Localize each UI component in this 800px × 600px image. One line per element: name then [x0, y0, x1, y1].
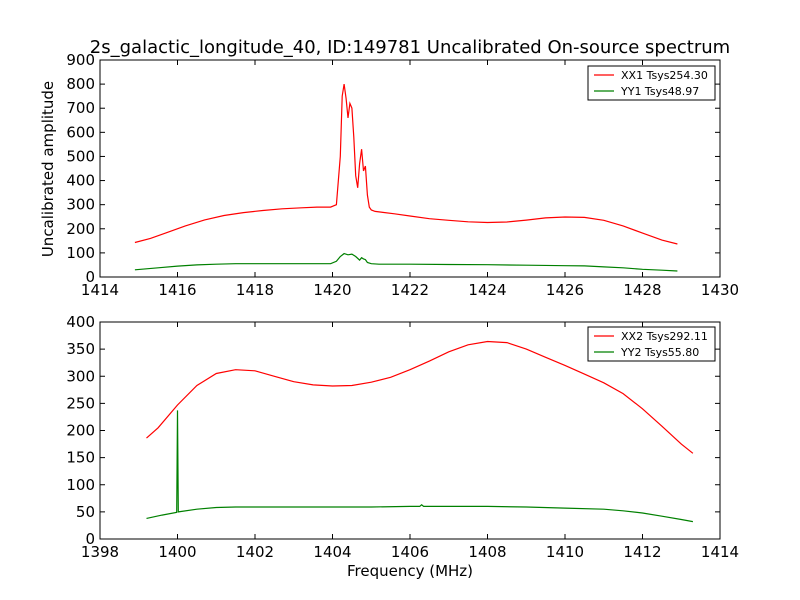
legend: XX1 Tsys254.30 YY1 Tsys48.97 [587, 65, 716, 101]
legend-box [587, 326, 716, 362]
x-tick-label: 1402 [236, 543, 274, 561]
x-tick-label: 1406 [391, 543, 429, 561]
y-tick-label: 600 [66, 123, 95, 141]
legend-label: XX1 Tsys254.30 [621, 69, 708, 82]
x-tick-label: 1428 [623, 281, 661, 299]
x-tick-label: 1416 [158, 281, 196, 299]
y-tick-label: 0 [85, 268, 95, 286]
y-tick-label: 150 [66, 449, 95, 467]
y-tick-label: 100 [66, 244, 95, 262]
y-tick-label: 100 [66, 476, 95, 494]
top-panel: 1414 1416 1418 1420 1422 1424 1426 1428 1430 0 100… [66, 51, 739, 299]
x-tick-label: 1422 [391, 281, 429, 299]
y-tick-label: 400 [66, 172, 95, 190]
chart-title: 2s_galactic_longitude_40, ID:149781 Unca… [90, 37, 730, 58]
legend-label: XX2 Tsys292.11 [621, 330, 708, 343]
x-tick-label: 1424 [468, 281, 506, 299]
legend: XX2 Tsys292.11 YY2 Tsys55.80 [587, 326, 716, 362]
x-tick-label: 1414 [81, 281, 119, 299]
series-line-yy2 [146, 410, 694, 523]
x-tick-label: 1398 [81, 543, 119, 561]
x-tick-label: 1412 [623, 543, 661, 561]
series-line-xx2 [146, 340, 694, 454]
x-tick-label: 1430 [701, 281, 739, 299]
x-tick-label: 1414 [701, 543, 739, 561]
x-tick-label: 1420 [313, 281, 351, 299]
y-tick-label: 700 [66, 99, 95, 117]
legend-label: YY2 Tsys55.80 [620, 346, 699, 359]
bottom-panel: 1398 1400 1402 1404 1406 1408 1410 1412 1414 0 50 1… [66, 313, 739, 561]
y-tick-label: 500 [66, 147, 95, 165]
legend-box [587, 65, 716, 101]
y-axis-label-top: Uncalibrated amplitude [39, 81, 57, 257]
series-line-yy1 [134, 252, 678, 272]
y-tick-label: 350 [66, 340, 95, 358]
y-tick-label: 300 [66, 367, 95, 385]
y-tick-label: 50 [76, 503, 95, 521]
x-tick-label: 1426 [546, 281, 584, 299]
y-tick-label: 400 [66, 313, 95, 331]
y-tick-label: 200 [66, 220, 95, 238]
y-tick-label: 800 [66, 75, 95, 93]
series-line-xx1 [134, 84, 678, 245]
x-tick-label: 1410 [546, 543, 584, 561]
y-tick-label: 250 [66, 394, 95, 412]
y-tick-label: 300 [66, 196, 95, 214]
x-tick-label: 1408 [468, 543, 506, 561]
x-axis-label-bottom: Frequency (MHz) [347, 562, 473, 580]
y-tick-label: 900 [66, 51, 95, 69]
x-tick-label: 1404 [313, 543, 351, 561]
legend-label: YY1 Tsys48.97 [620, 85, 699, 98]
y-tick-label: 0 [85, 530, 95, 548]
y-tick-label: 200 [66, 422, 95, 440]
x-tick-label: 1400 [158, 543, 196, 561]
x-tick-label: 1418 [236, 281, 274, 299]
